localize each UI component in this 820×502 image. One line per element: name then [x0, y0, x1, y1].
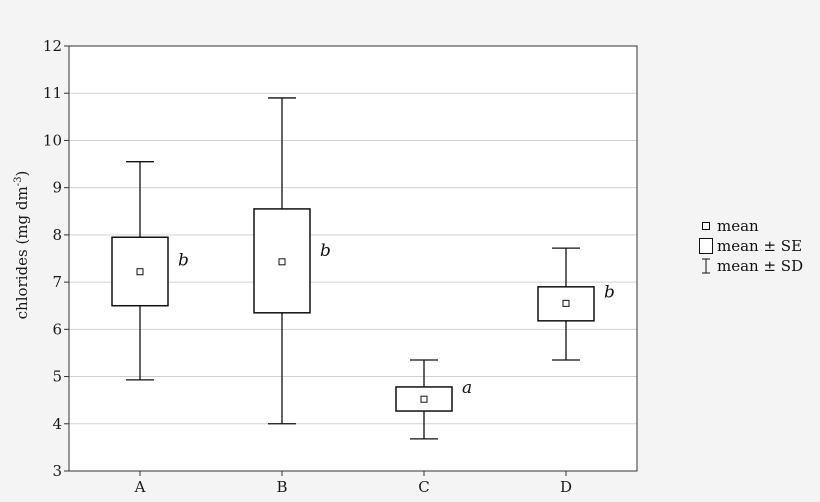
x-tick-label: B	[276, 478, 287, 496]
mean-marker	[278, 258, 286, 266]
x-tick-label: C	[418, 478, 429, 496]
legend: mean mean ± SE mean ± SD	[697, 216, 819, 276]
x-tick-label: A	[134, 478, 146, 496]
mean-marker	[136, 268, 144, 276]
box-C: a	[395, 359, 472, 440]
significance-label: b	[178, 251, 189, 271]
legend-item-sd: mean ± SD	[697, 256, 819, 276]
box-A: b	[111, 161, 189, 381]
sd-whisker-icon	[697, 258, 715, 274]
y-tick-label: 4	[52, 415, 62, 433]
significance-label: a	[462, 378, 472, 398]
y-tick-label: 10	[43, 131, 62, 149]
legend-item-se: mean ± SE	[697, 236, 819, 256]
x-axis: A B C D	[134, 471, 572, 496]
legend-label-sd: mean ± SD	[717, 257, 804, 275]
y-tick-label: 6	[52, 320, 62, 338]
y-tick-label: 7	[52, 273, 62, 291]
y-tick-label: 3	[52, 462, 62, 480]
y-axis-label: chlorides (mg dm-3)	[13, 171, 31, 320]
y-tick-label: 9	[52, 179, 62, 197]
legend-item-mean: mean	[697, 216, 819, 236]
box-B: b	[253, 97, 331, 425]
mean-marker	[420, 395, 428, 403]
y-tick-label: 5	[52, 368, 62, 386]
plot-frame	[68, 45, 638, 472]
mean-marker	[562, 299, 570, 307]
legend-label-se: mean ± SE	[717, 237, 803, 255]
series: b b a b	[111, 97, 615, 440]
x-tick-label: D	[560, 478, 572, 496]
y-axis: 3 4 5 6 7 8 9 10 11 12	[43, 37, 69, 480]
legend-label-mean: mean	[717, 217, 759, 235]
y-tick-label: 11	[43, 84, 62, 102]
box-D: b	[537, 247, 615, 361]
y-tick-label: 12	[43, 37, 62, 55]
se-box-icon	[697, 238, 715, 254]
y-tick-label: 8	[52, 226, 62, 244]
mean-square-icon	[697, 222, 715, 230]
significance-label: b	[320, 241, 331, 261]
significance-label: b	[604, 282, 615, 302]
